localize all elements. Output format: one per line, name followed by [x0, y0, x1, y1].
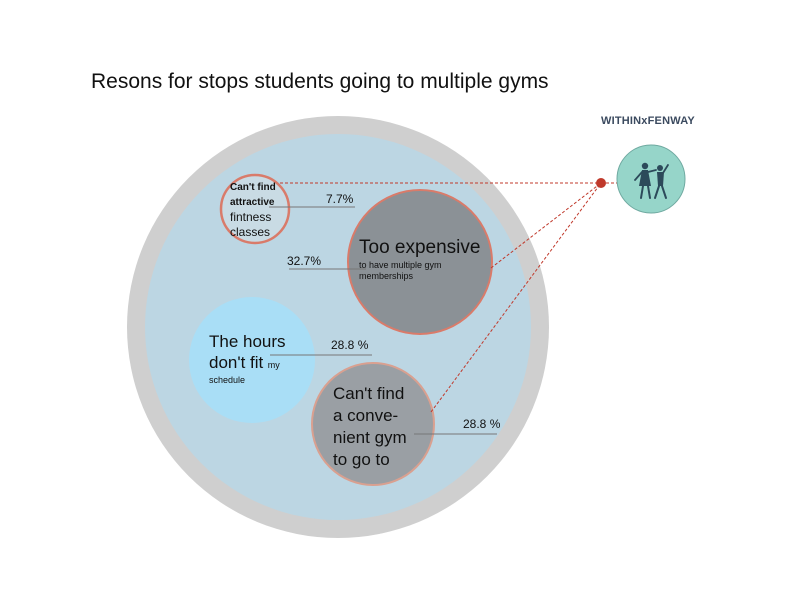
- hours-label-line2: don't fit: [209, 353, 264, 372]
- classes-label-line: attractive: [230, 197, 275, 208]
- bubble-expensive: [347, 189, 493, 335]
- bubble-hours: [189, 297, 315, 423]
- dancing-couple-icon: [634, 162, 669, 199]
- value-label-hours: 28.8 %: [331, 338, 369, 352]
- hours-label: The hours don't fit my schedule: [209, 331, 286, 386]
- chart-title: Resons for stops students going to multi…: [91, 70, 549, 93]
- classes-label: Can't find attractive fintness classes: [230, 180, 276, 240]
- value-label-classes: 7.7%: [326, 192, 354, 206]
- connector-dot: [596, 178, 606, 188]
- bubble-convenient: [311, 362, 435, 486]
- expensive-label-sub: to have multiple gym: [359, 260, 442, 270]
- connector-convenient: [430, 182, 602, 413]
- classes-label-line: classes: [230, 225, 271, 239]
- convenient-label-line: Can't find: [333, 384, 405, 403]
- expensive-label: Too expensive to have multiple gym membe…: [359, 237, 480, 282]
- expensive-label-main: Too expensive: [359, 237, 481, 258]
- logo-circle: [616, 144, 686, 214]
- expensive-label-sub: memberships: [359, 271, 414, 281]
- classes-label-line: fintness: [230, 210, 272, 224]
- hours-label-small2: schedule: [209, 375, 246, 385]
- classes-label-line: Can't find: [230, 182, 276, 193]
- convenient-label-line: a conve-: [333, 406, 399, 425]
- hours-label-small: my: [267, 360, 280, 370]
- connector-expensive: [490, 182, 602, 269]
- convenient-label: Can't find a conve- nient gym to go to: [333, 383, 407, 471]
- hours-label-line2-wrap: don't fit my: [209, 353, 286, 375]
- bubble-classes: [219, 173, 291, 245]
- hours-label-line1: The hours: [209, 332, 286, 351]
- value-label-expensive: 32.7%: [287, 254, 322, 268]
- convenient-label-line: to go to: [333, 450, 390, 469]
- convenient-label-line: nient gym: [333, 428, 407, 447]
- value-label-convenient: 28.8 %: [463, 417, 501, 431]
- brand-name: WITHINxFENWAY: [601, 115, 695, 127]
